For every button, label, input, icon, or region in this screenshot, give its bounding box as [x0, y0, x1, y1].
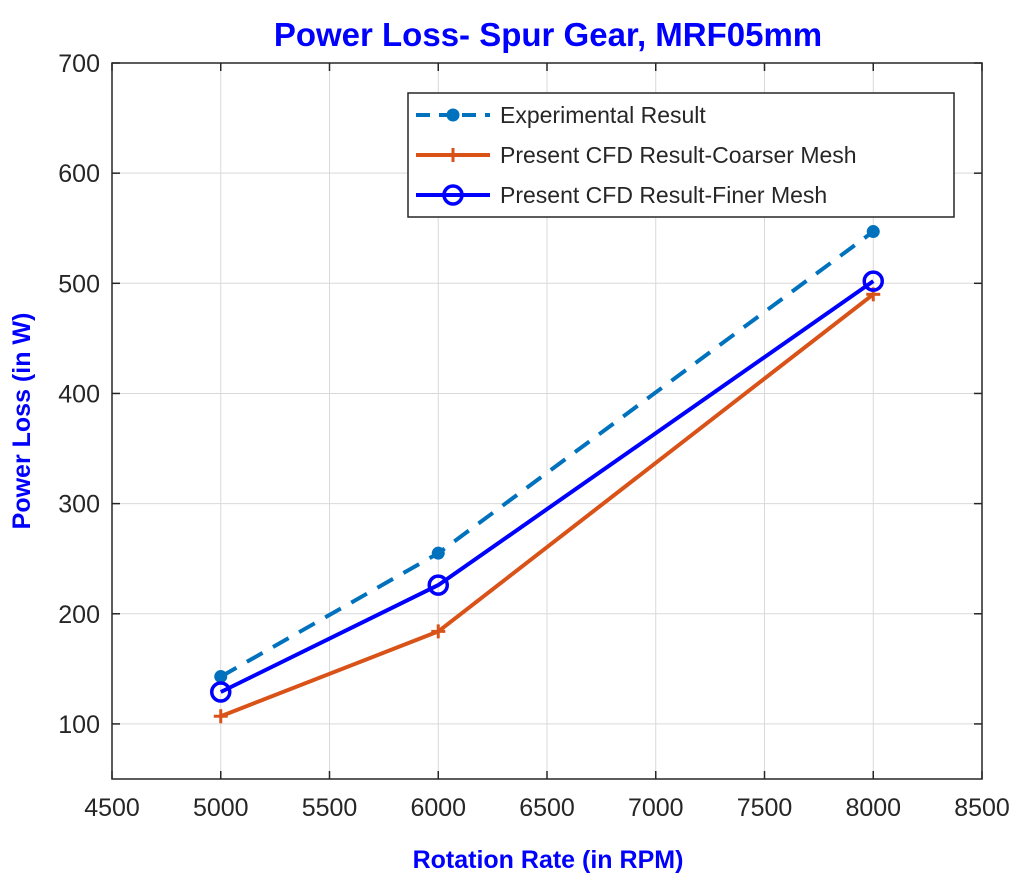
y-tick-label: 500 [58, 270, 100, 298]
y-tick-label: 100 [58, 711, 100, 739]
x-tick-label: 7500 [737, 794, 793, 822]
legend-item: Present CFD Result-Coarser Mesh [416, 142, 857, 168]
x-tick-label: 8000 [845, 794, 901, 822]
series-0 [214, 225, 880, 684]
x-tick-label: 6500 [519, 794, 575, 822]
data-point [866, 225, 880, 239]
y-axis-label: Power Loss (in W) [8, 313, 36, 530]
plot-series [210, 225, 884, 724]
series-line [219, 279, 875, 694]
legend: Experimental Result Present CFD Result-Co… [407, 92, 955, 218]
x-tick-label: 5000 [193, 794, 249, 822]
legend-label: Present CFD Result-Coarser Mesh [500, 142, 857, 168]
legend-item: Present CFD Result-Finer Mesh [416, 182, 827, 208]
series-1 [213, 287, 881, 724]
x-tick-label: 5500 [302, 794, 358, 822]
y-tick-label: 600 [58, 160, 100, 188]
legend-label: Experimental Result [500, 102, 706, 128]
chart-title: Power Loss- Spur Gear, MRF05mm [274, 16, 822, 53]
data-point [213, 709, 228, 724]
data-point [427, 574, 449, 596]
legend-item: Experimental Result [416, 102, 706, 128]
data-point [862, 270, 884, 292]
legend-label: Present CFD Result-Finer Mesh [500, 182, 827, 208]
legend-marker [442, 184, 464, 206]
data-point [210, 681, 232, 703]
y-tick-label: 400 [58, 380, 100, 408]
x-tick-label: 4500 [84, 794, 140, 822]
y-tick-label: 300 [58, 491, 100, 519]
y-tick-label: 700 [58, 50, 100, 78]
data-point [431, 624, 446, 639]
legend-marker [446, 108, 460, 122]
series-2 [210, 270, 884, 703]
data-point [431, 546, 445, 560]
data-point [214, 670, 228, 684]
legend-marker [446, 148, 460, 162]
y-tick-label: 200 [58, 601, 100, 629]
axis-ticks: 4500 5000 5500 6000 6500 7000 7500 8000 8500 100 2… [58, 50, 1010, 822]
legend-box [407, 92, 955, 218]
x-tick-label: 6000 [410, 794, 466, 822]
x-axis-label: Rotation Rate (in RPM) [413, 846, 684, 874]
x-tick-label: 7000 [628, 794, 684, 822]
x-tick-label: 8500 [954, 794, 1010, 822]
